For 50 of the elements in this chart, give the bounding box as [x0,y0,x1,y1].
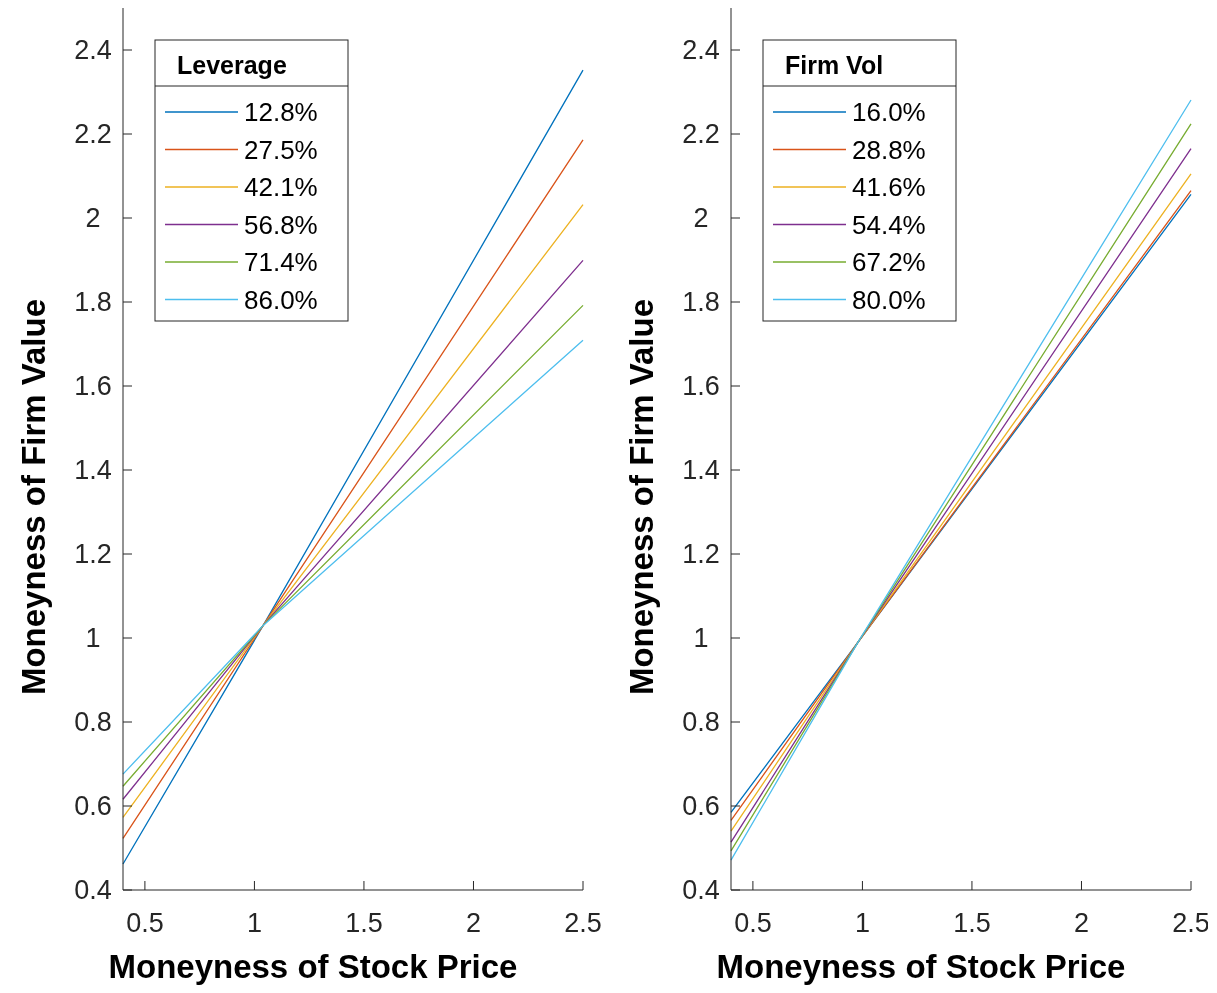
y-tick-label: 1.6 [74,371,112,401]
x-axis-title: Moneyness of Stock Price [108,948,518,985]
x-tick-label: 2.5 [564,908,602,938]
y-tick-label: 0.8 [682,707,720,737]
x-tick-label: 1 [854,908,870,938]
legend-label: 80.0% [852,284,926,315]
y-tick-label: 1.2 [74,539,112,569]
legend-label: 27.5% [244,134,318,165]
x-tick-label: 0.5 [126,908,164,938]
y-tick-label: 0.8 [74,707,112,737]
y-tick-label: 2.2 [682,119,720,149]
x-tick-label: 2 [1073,908,1089,938]
x-tick-label: 1.5 [953,908,991,938]
legend-label: 71.4% [244,247,318,277]
y-tick-label: 0.4 [682,875,720,905]
y-tick-label: 2.2 [74,119,112,149]
y-tick-label: 0.4 [74,875,112,905]
legend-label: 67.2% [852,247,926,277]
y-tick-label: 1.4 [74,455,112,485]
y-axis-title: Moneyness of Firm Value [623,298,660,696]
y-tick-label: 2 [85,203,101,233]
x-axis-title: Moneyness of Stock Price [716,948,1126,985]
x-tick-label: 2 [465,908,481,938]
legend-title: Leverage [177,51,287,79]
y-tick-label: 0.6 [682,791,720,821]
legend-label: 12.8% [244,97,318,127]
y-tick-label: 1.2 [682,539,720,569]
y-tick-label: 1 [85,623,101,653]
y-tick-label: 2.4 [74,35,112,65]
x-tick-label: 1 [246,908,262,938]
y-tick-label: 1.4 [682,455,720,485]
y-tick-label: 1.8 [74,287,112,317]
y-tick-label: 1.6 [682,371,720,401]
x-tick-label: 1.5 [345,908,383,938]
legend-label: 86.0% [244,284,318,315]
y-tick-label: 1 [693,623,709,653]
legend-label: 42.1% [244,172,318,202]
legend-label: 28.8% [852,134,926,165]
legend-label: 41.6% [852,172,926,202]
x-tick-label: 0.5 [734,908,772,938]
x-tick-label: 2.5 [1172,908,1210,938]
legend-title: Firm Vol [785,51,884,79]
y-tick-label: 0.6 [74,791,112,821]
y-tick-label: 1.8 [682,287,720,317]
y-tick-label: 2.4 [682,35,720,65]
legend-label: 16.0% [852,97,926,127]
y-axis-title: Moneyness of Firm Value [15,298,52,696]
y-tick-label: 2 [693,203,709,233]
legend-label: 54.4% [852,209,926,240]
legend-label: 56.8% [244,209,318,240]
